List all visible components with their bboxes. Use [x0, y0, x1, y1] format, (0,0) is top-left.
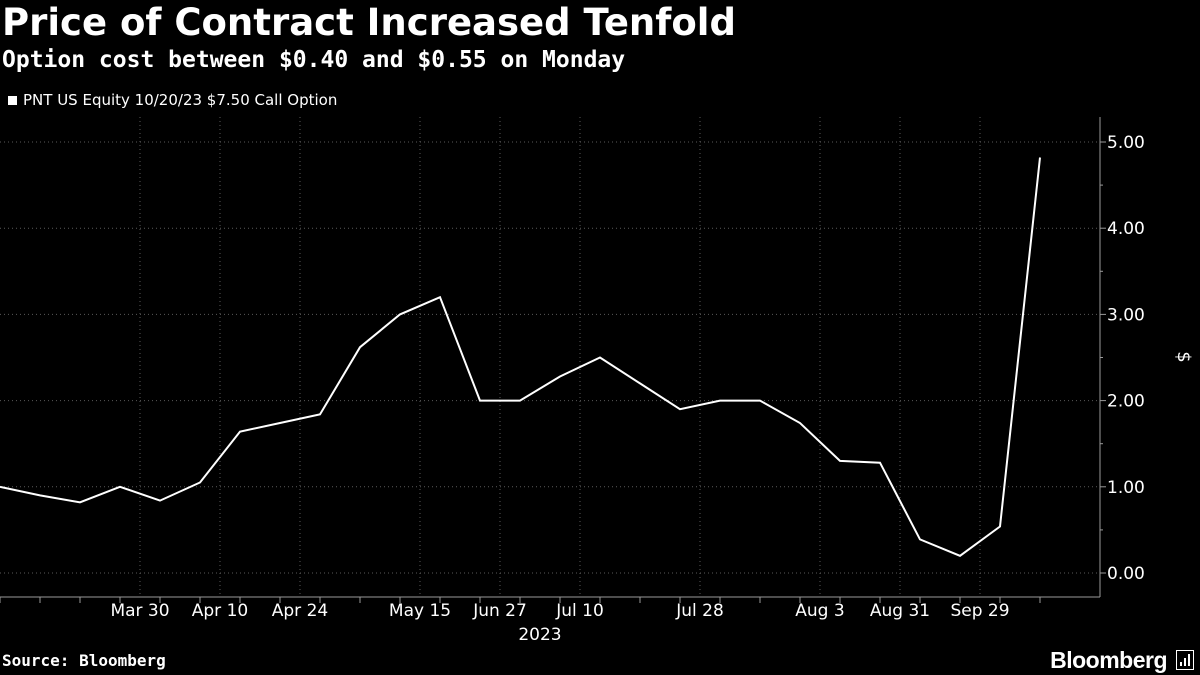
- y-tick-label: 0.00: [1107, 564, 1145, 584]
- y-tick-label: 4.00: [1107, 219, 1145, 239]
- x-tick-label: Aug 31: [870, 601, 930, 621]
- source-note: Source: Bloomberg: [2, 651, 166, 670]
- x-tick-label: Aug 3: [795, 601, 844, 621]
- y-axis-label: $: [1173, 351, 1194, 362]
- x-tick-label: Jun 27: [472, 601, 527, 621]
- x-tick-label: May 15: [389, 601, 451, 621]
- x-tick-label: Mar 30: [110, 601, 169, 621]
- x-tick-label: Sep 29: [950, 601, 1009, 621]
- x-tick-label: Apr 10: [192, 601, 248, 621]
- y-tick-label: 3.00: [1107, 305, 1145, 325]
- chart-subtitle: Option cost between $0.40 and $0.55 on M…: [2, 47, 626, 73]
- legend-swatch: [8, 95, 17, 105]
- brand-logo-text: Bloomberg: [1050, 647, 1167, 673]
- legend: PNT US Equity 10/20/23 $7.50 Call Option: [8, 90, 337, 110]
- x-tick-label: Jul 10: [555, 601, 604, 621]
- x-tick-label: Apr 24: [272, 601, 328, 621]
- x-tick-label: Jul 28: [675, 601, 724, 621]
- legend-label: PNT US Equity 10/20/23 $7.50 Call Option: [23, 91, 338, 109]
- series-line: [0, 157, 1041, 557]
- y-tick-label: 5.00: [1107, 133, 1145, 153]
- y-tick-label: 2.00: [1107, 392, 1145, 412]
- chart-title: Price of Contract Increased Tenfold: [2, 1, 736, 44]
- bloomberg-terminal-icon: [1176, 650, 1194, 670]
- y-tick-label: 1.00: [1107, 478, 1145, 498]
- x-year-label: 2023: [518, 625, 561, 645]
